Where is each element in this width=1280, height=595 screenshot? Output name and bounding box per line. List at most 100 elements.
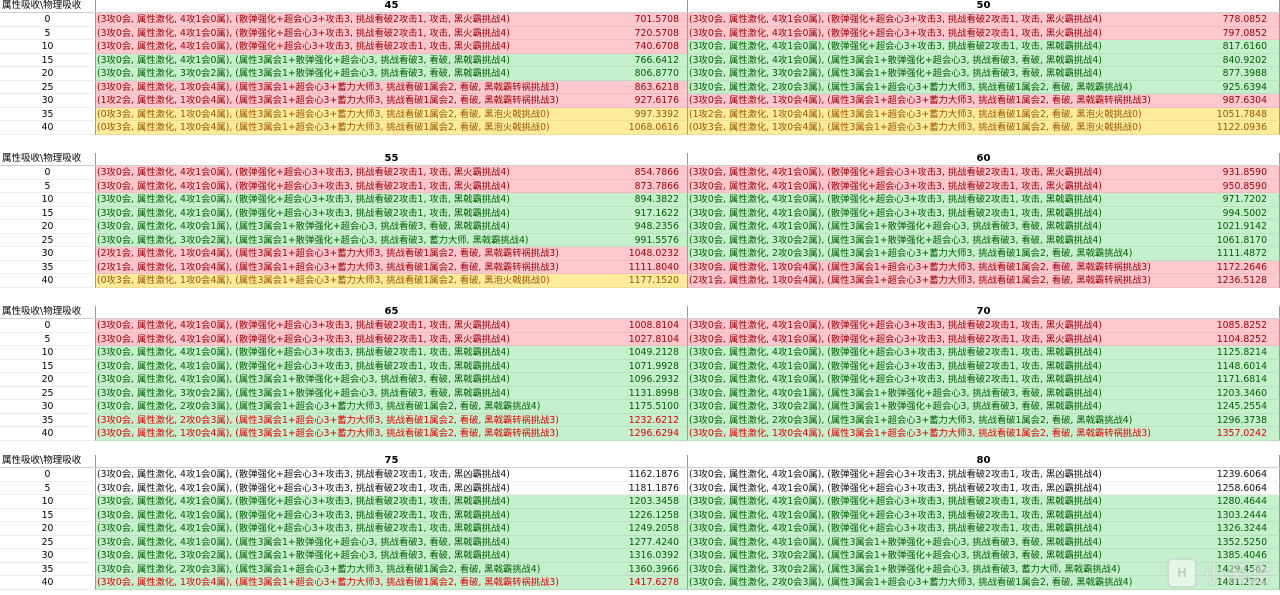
row-key-element-absorb[interactable]: 25 (0, 386, 95, 401)
row-key-element-absorb[interactable]: 15 (0, 359, 95, 374)
result-cell[interactable]: (2攻1会, 属性激化, 1攻0会4属), (属性3属会1+超会心3+蓄力大师3… (95, 247, 687, 261)
column-header-physical-absorb[interactable]: 65 (95, 306, 687, 318)
result-cell[interactable]: (3攻0会, 属性激化, 2攻0会3属), (属性3属会1+超会心3+蓄力大师3… (95, 413, 687, 428)
row-key-element-absorb[interactable]: 5 (0, 481, 95, 496)
result-cell[interactable]: (3攻0会, 属性激化, 4攻1会0属), (散弹强化+超会心3+攻击3, 挑战… (687, 26, 1280, 41)
result-cell[interactable]: (2攻1会, 属性激化, 1攻0会4属), (属性3属会1+超会心3+蓄力大师3… (687, 274, 1280, 288)
result-cell[interactable]: (3攻0会, 属性激化, 2攻0会3属), (属性3属会1+超会心3+蓄力大师3… (687, 247, 1280, 261)
result-cell[interactable]: (3攻0会, 属性激化, 4攻1会0属), (散弹强化+超会心3+攻击3, 挑战… (95, 13, 687, 27)
result-cell[interactable]: (3攻0会, 属性激化, 3攻0会2属), (属性3属会1+散弹强化+超会心3,… (687, 233, 1280, 248)
result-cell[interactable]: (3攻0会, 属性激化, 4攻1会0属), (散弹强化+超会心3+攻击3, 挑战… (687, 319, 1280, 333)
column-header-physical-absorb[interactable]: 70 (687, 306, 1280, 318)
result-cell[interactable]: (1攻2会, 属性激化, 1攻0会4属), (属性3属会1+超会心3+蓄力大师3… (687, 107, 1280, 122)
corner-label[interactable]: 属性吸收\物理吸收 (2, 455, 82, 466)
result-cell[interactable]: (3攻0会, 属性激化, 4攻1会0属), (散弹强化+超会心3+攻击3, 挑战… (95, 179, 687, 194)
row-key-element-absorb[interactable]: 5 (0, 332, 95, 347)
row-key-element-absorb[interactable]: 35 (0, 260, 95, 275)
row-key-element-absorb[interactable]: 30 (0, 247, 95, 261)
result-cell[interactable]: (3攻0会, 属性激化, 4攻0会1属), (属性3属会1+散弹强化+超会心3,… (95, 220, 687, 234)
corner-label[interactable]: 属性吸收\物理吸收 (2, 306, 82, 317)
result-cell[interactable]: (3攻0会, 属性激化, 4攻1会0属), (散弹强化+超会心3+攻击3, 挑战… (687, 508, 1280, 523)
result-cell[interactable]: (0攻3会, 属性激化, 1攻0会4属), (属性3属会1+超会心3+蓄力大师3… (95, 121, 687, 135)
result-cell[interactable]: (3攻0会, 属性激化, 2攻0会3属), (属性3属会1+超会心3+蓄力大师3… (687, 80, 1280, 95)
column-header-physical-absorb[interactable]: 80 (687, 455, 1280, 467)
result-cell[interactable]: (3攻0会, 属性激化, 4攻1会0属), (属性3属会1+散弹强化+超会心3,… (95, 53, 687, 68)
result-cell[interactable]: (3攻0会, 属性激化, 4攻1会0属), (散弹强化+超会心3+攻击3, 挑战… (687, 522, 1280, 536)
row-key-element-absorb[interactable]: 5 (0, 179, 95, 194)
result-cell[interactable]: (3攻0会, 属性激化, 4攻1会0属), (散弹强化+超会心3+攻击3, 挑战… (687, 359, 1280, 374)
row-key-element-absorb[interactable]: 20 (0, 522, 95, 536)
row-key-element-absorb[interactable]: 40 (0, 121, 95, 135)
row-key-element-absorb[interactable]: 25 (0, 80, 95, 95)
result-cell[interactable]: (1攻2会, 属性激化, 1攻0会4属), (属性3属会1+超会心3+蓄力大师3… (95, 94, 687, 108)
result-cell[interactable]: (3攻0会, 属性激化, 4攻1会0属), (散弹强化+超会心3+攻击3, 挑战… (687, 346, 1280, 360)
result-cell[interactable]: (3攻0会, 属性激化, 4攻1会0属), (散弹强化+超会心3+攻击3, 挑战… (687, 13, 1280, 27)
row-key-element-absorb[interactable]: 10 (0, 193, 95, 207)
row-key-element-absorb[interactable]: 5 (0, 26, 95, 41)
row-key-element-absorb[interactable]: 10 (0, 40, 95, 54)
result-cell[interactable]: (3攻0会, 属性激化, 2攻0会3属), (属性3属会1+超会心3+蓄力大师3… (95, 562, 687, 577)
result-cell[interactable]: (3攻0会, 属性激化, 4攻1会0属), (散弹强化+超会心3+攻击3, 挑战… (687, 40, 1280, 54)
corner-label[interactable]: 属性吸收\物理吸收 (2, 153, 82, 164)
result-cell[interactable]: (3攻0会, 属性激化, 3攻0会2属), (属性3属会1+散弹强化+超会心3,… (95, 549, 687, 563)
column-header-physical-absorb[interactable]: 75 (95, 455, 687, 467)
row-key-element-absorb[interactable]: 40 (0, 427, 95, 441)
result-cell[interactable]: (3攻0会, 属性激化, 4攻1会0属), (属性3属会1+散弹强化+超会心3,… (687, 535, 1280, 550)
row-key-element-absorb[interactable]: 20 (0, 220, 95, 234)
result-cell[interactable]: (3攻0会, 属性激化, 4攻0会1属), (属性3属会1+散弹强化+超会心3,… (687, 386, 1280, 401)
row-key-element-absorb[interactable]: 35 (0, 107, 95, 122)
result-cell[interactable]: (3攻0会, 属性激化, 3攻0会2属), (属性3属会1+散弹强化+超会心3,… (687, 549, 1280, 563)
result-cell[interactable]: (3攻0会, 属性激化, 1攻0会4属), (属性3属会1+超会心3+蓄力大师3… (687, 427, 1280, 441)
result-cell[interactable]: (3攻0会, 属性激化, 4攻1会0属), (散弹强化+超会心3+攻击3, 挑战… (95, 481, 687, 496)
row-key-element-absorb[interactable]: 40 (0, 576, 95, 590)
result-cell[interactable]: (3攻0会, 属性激化, 4攻1会0属), (散弹强化+超会心3+攻击3, 挑战… (95, 508, 687, 523)
row-key-element-absorb[interactable]: 30 (0, 94, 95, 108)
result-cell[interactable]: (3攻0会, 属性激化, 1攻0会4属), (属性3属会1+超会心3+蓄力大师3… (687, 94, 1280, 108)
result-cell[interactable]: (3攻0会, 属性激化, 4攻1会0属), (散弹强化+超会心3+攻击3, 挑战… (95, 468, 687, 482)
row-key-element-absorb[interactable]: 15 (0, 53, 95, 68)
result-cell[interactable]: (3攻0会, 属性激化, 4攻1会0属), (散弹强化+超会心3+攻击3, 挑战… (687, 481, 1280, 496)
result-cell[interactable]: (3攻0会, 属性激化, 4攻1会0属), (散弹强化+超会心3+攻击3, 挑战… (687, 495, 1280, 509)
result-cell[interactable]: (3攻0会, 属性激化, 1攻0会4属), (属性3属会1+超会心3+蓄力大师3… (95, 576, 687, 590)
column-header-physical-absorb[interactable]: 60 (687, 153, 1280, 165)
result-cell[interactable]: (3攻0会, 属性激化, 1攻0会4属), (属性3属会1+超会心3+蓄力大师3… (95, 80, 687, 95)
result-cell[interactable]: (3攻0会, 属性激化, 4攻1会0属), (散弹强化+超会心3+攻击3, 挑战… (687, 166, 1280, 180)
result-cell[interactable]: (3攻0会, 属性激化, 4攻1会0属), (属性3属会1+散弹强化+超会心3,… (687, 53, 1280, 68)
column-header-physical-absorb[interactable]: 55 (95, 153, 687, 165)
row-key-element-absorb[interactable]: 20 (0, 67, 95, 81)
row-key-element-absorb[interactable]: 20 (0, 373, 95, 387)
result-cell[interactable]: (3攻0会, 属性激化, 4攻1会0属), (散弹强化+超会心3+攻击3, 挑战… (687, 179, 1280, 194)
row-key-element-absorb[interactable]: 40 (0, 274, 95, 288)
result-cell[interactable]: (3攻0会, 属性激化, 4攻1会0属), (散弹强化+超会心3+攻击3, 挑战… (95, 346, 687, 360)
result-cell[interactable]: (3攻0会, 属性激化, 3攻0会2属), (属性3属会1+散弹强化+超会心3,… (687, 67, 1280, 81)
column-header-physical-absorb[interactable]: 45 (95, 0, 687, 12)
row-key-element-absorb[interactable]: 0 (0, 468, 95, 482)
result-cell[interactable]: (3攻0会, 属性激化, 4攻1会0属), (散弹强化+超会心3+攻击3, 挑战… (95, 26, 687, 41)
row-key-element-absorb[interactable]: 35 (0, 562, 95, 577)
result-cell[interactable]: (3攻0会, 属性激化, 3攻0会2属), (属性3属会1+散弹强化+超会心3,… (687, 400, 1280, 414)
row-key-element-absorb[interactable]: 15 (0, 508, 95, 523)
result-cell[interactable]: (3攻0会, 属性激化, 4攻1会0属), (散弹强化+超会心3+攻击3, 挑战… (95, 522, 687, 536)
result-cell[interactable]: (3攻0会, 属性激化, 3攻0会2属), (属性3属会1+散弹强化+超会心3,… (95, 67, 687, 81)
row-key-element-absorb[interactable]: 25 (0, 233, 95, 248)
result-cell[interactable]: (3攻0会, 属性激化, 4攻1会0属), (属性3属会1+散弹强化+超会心3,… (95, 535, 687, 550)
row-key-element-absorb[interactable]: 25 (0, 535, 95, 550)
row-key-element-absorb[interactable]: 0 (0, 319, 95, 333)
result-cell[interactable]: (2攻1会, 属性激化, 1攻0会4属), (属性3属会1+超会心3+蓄力大师3… (95, 260, 687, 275)
row-key-element-absorb[interactable]: 10 (0, 495, 95, 509)
result-cell[interactable]: (0攻3会, 属性激化, 1攻0会4属), (属性3属会1+超会心3+蓄力大师3… (95, 274, 687, 288)
result-cell[interactable]: (3攻0会, 属性激化, 4攻1会0属), (散弹强化+超会心3+攻击3, 挑战… (95, 206, 687, 221)
result-cell[interactable]: (3攻0会, 属性激化, 1攻0会4属), (属性3属会1+超会心3+蓄力大师3… (95, 427, 687, 441)
result-cell[interactable]: (3攻0会, 属性激化, 4攻1会0属), (散弹强化+超会心3+攻击3, 挑战… (687, 193, 1280, 207)
result-cell[interactable]: (3攻0会, 属性激化, 4攻1会0属), (散弹强化+超会心3+攻击3, 挑战… (95, 40, 687, 54)
result-cell[interactable]: (3攻0会, 属性激化, 3攻0会2属), (属性3属会1+散弹强化+超会心3,… (95, 233, 687, 248)
result-cell[interactable]: (3攻0会, 属性激化, 4攻1会0属), (属性3属会1+散弹强化+超会心3,… (95, 373, 687, 387)
row-key-element-absorb[interactable]: 30 (0, 549, 95, 563)
result-cell[interactable]: (0攻3会, 属性激化, 1攻0会4属), (属性3属会1+超会心3+蓄力大师3… (95, 107, 687, 122)
result-cell[interactable]: (3攻0会, 属性激化, 4攻1会0属), (散弹强化+超会心3+攻击3, 挑战… (95, 332, 687, 347)
result-cell[interactable]: (3攻0会, 属性激化, 2攻0会3属), (属性3属会1+超会心3+蓄力大师3… (95, 400, 687, 414)
result-cell[interactable]: (3攻0会, 属性激化, 4攻1会0属), (散弹强化+超会心3+攻击3, 挑战… (95, 359, 687, 374)
result-cell[interactable]: (3攻0会, 属性激化, 4攻1会0属), (散弹强化+超会心3+攻击3, 挑战… (95, 495, 687, 509)
row-key-element-absorb[interactable]: 35 (0, 413, 95, 428)
result-cell[interactable]: (3攻0会, 属性激化, 4攻1会0属), (散弹强化+超会心3+攻击3, 挑战… (95, 193, 687, 207)
